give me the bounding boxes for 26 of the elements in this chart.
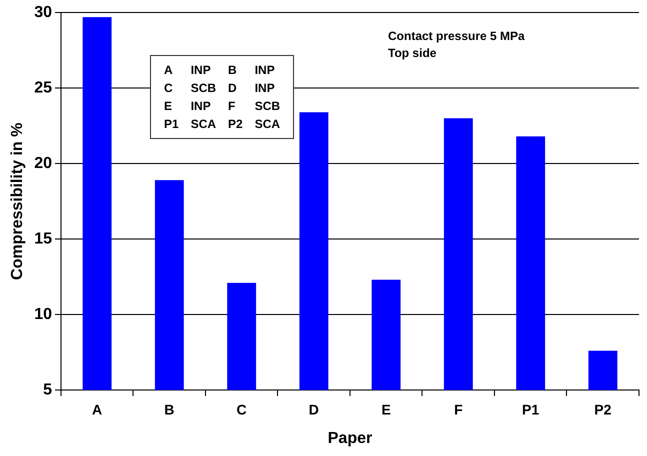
annotation: P2 SCA [227, 116, 282, 132]
annotation: Contact pressure 5 MPa [388, 28, 525, 45]
y-tick-label: 20 [34, 154, 52, 172]
text: A INP [164, 63, 211, 77]
annotation: Top side [388, 45, 438, 62]
annotation: P1 SCA [163, 116, 218, 132]
x-tick-label: P1 [522, 401, 540, 418]
y-tick-label: 15 [34, 230, 52, 248]
x-tick-label: B [164, 401, 174, 418]
text: F SCB [228, 99, 280, 113]
x-axis-title: Paper [328, 430, 372, 447]
text: C SCB [164, 81, 216, 95]
y-tick-label: 30 [34, 4, 52, 22]
x-tick-label: D [308, 401, 319, 418]
y-axis-title: Compressibility in % [9, 122, 26, 280]
text: D INP [228, 81, 275, 95]
y-tick-label: 10 [34, 306, 52, 323]
text: B INP [228, 63, 275, 77]
y-tick-label: 25 [34, 79, 52, 96]
x-tick-label: F [454, 401, 464, 418]
x-tick-label: A [92, 401, 102, 418]
x-tick-label: C [236, 401, 247, 418]
text: E INP [164, 99, 211, 113]
x-tick-label: E [381, 401, 391, 418]
x-tick-label: P2 [594, 401, 612, 418]
y-tick-label: 5 [43, 381, 52, 398]
